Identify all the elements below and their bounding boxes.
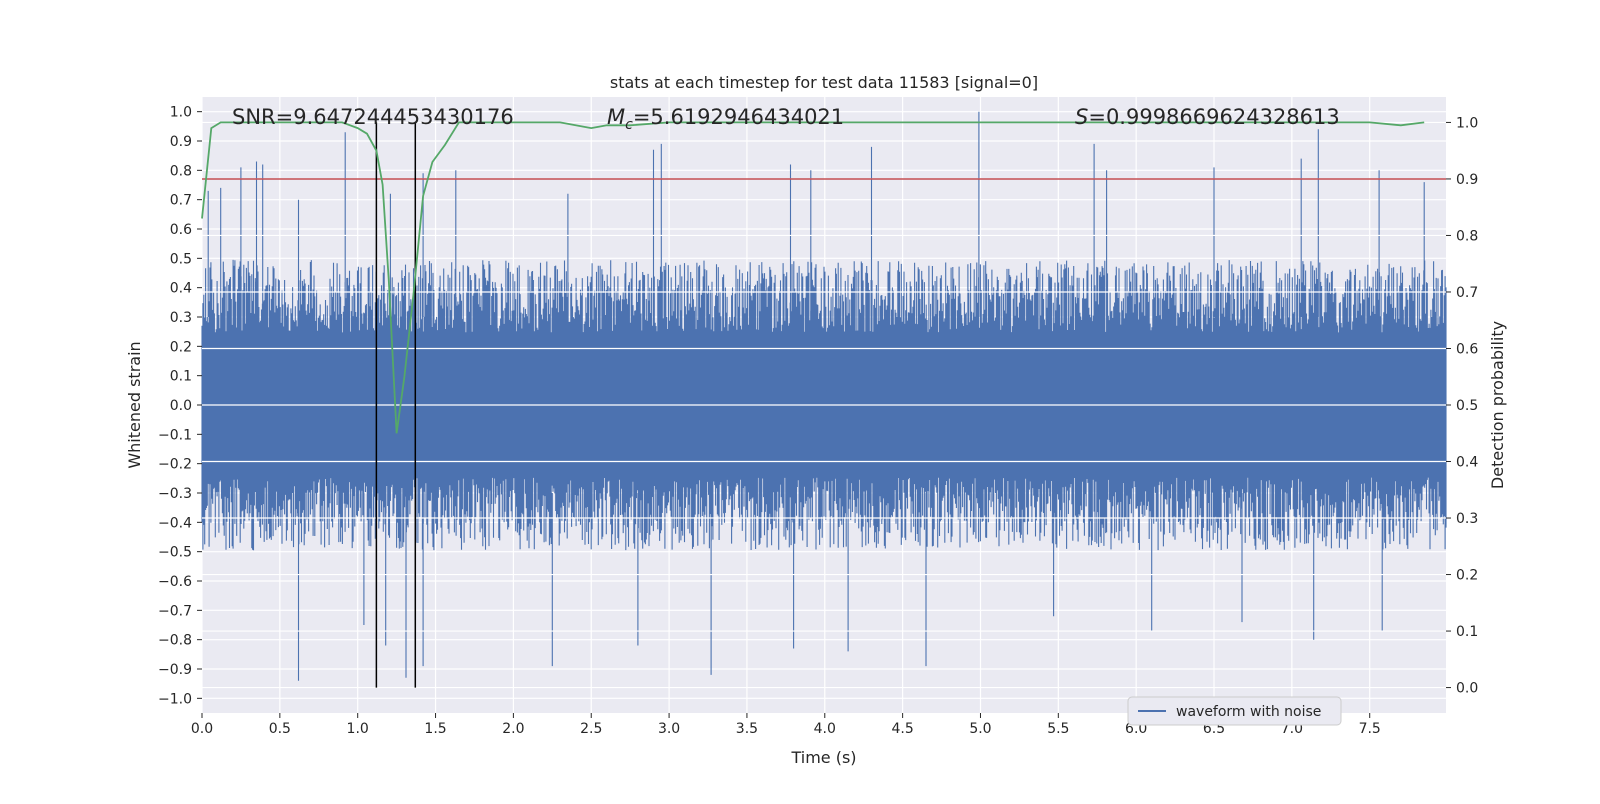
y2-tick-label: 0.9: [1456, 172, 1478, 188]
y-tick-label: 0.0: [170, 398, 192, 414]
x-tick-label: 1.0: [347, 721, 369, 737]
x-tick-label: 3.5: [736, 721, 758, 737]
x-tick-label: 2.0: [502, 721, 524, 737]
chirp-mass-value: =5.6192946434021: [633, 105, 844, 129]
x-tick-label: 7.5: [1359, 721, 1381, 737]
y2-tick-label: 0.0: [1456, 681, 1478, 697]
x-tick-label: 0.5: [269, 721, 291, 737]
chart-title: stats at each timestep for test data 115…: [610, 73, 1038, 92]
y-tick-label: −0.6: [158, 574, 192, 590]
y2-tick-label: 0.6: [1456, 341, 1478, 357]
y2-tick-label: 0.8: [1456, 228, 1478, 244]
x-tick-label: 2.5: [580, 721, 602, 737]
y-tick-label: 0.4: [170, 281, 192, 297]
overlay-lines: [201, 121, 1446, 688]
y2-tick-label: 0.3: [1456, 511, 1478, 527]
y-tick-label: 1.0: [170, 105, 192, 121]
y2-tick-label: 1.0: [1456, 115, 1478, 131]
x-tick-label: 5.5: [1047, 721, 1069, 737]
legend-label: waveform with noise: [1176, 704, 1321, 720]
y2-tick-label: 0.5: [1456, 398, 1478, 414]
s-symbol: S: [1075, 105, 1088, 129]
y-tick-label: 0.6: [170, 222, 192, 238]
y-tick-label: −0.1: [158, 427, 192, 443]
chirp-mass-annotation: Mc=5.6192946434021: [607, 105, 844, 133]
legend-box: [1127, 696, 1342, 726]
x-tick-label: 4.0: [814, 721, 836, 737]
chirp-mass-subscript: c: [625, 117, 633, 133]
y-tick-label: −0.4: [158, 515, 192, 531]
y-tick-label: 0.3: [170, 310, 192, 326]
y-tick-label: 0.8: [170, 163, 192, 179]
y2-tick-label: 0.1: [1456, 624, 1478, 640]
y-tick-label: −0.5: [158, 545, 192, 561]
axis-ticks: 0.0 0.5 1.0 1.5 2.0 2.5 3.0 3.5 4.0 4.5 5.0 5.5 6.0 6…: [158, 105, 1478, 737]
y-tick-label: 0.2: [170, 339, 192, 355]
probability-line: [201, 121, 1425, 434]
y-tick-label: −0.8: [158, 633, 192, 649]
y2-tick-label: 0.7: [1456, 285, 1478, 301]
y-tick-label: 0.1: [170, 369, 192, 385]
y2-tick-label: 0.4: [1456, 455, 1478, 471]
x-tick-label: 4.5: [891, 721, 913, 737]
x-tick-label: 0.0: [191, 721, 213, 737]
snr-annotation: SNR=9.647244453430176: [232, 105, 514, 129]
s-value: =0.9998669624328613: [1088, 105, 1339, 129]
y-tick-label: −1.0: [158, 691, 192, 707]
chirp-mass-symbol: M: [607, 105, 625, 129]
x-axis-label: Time (s): [790, 748, 856, 767]
y2-tick-label: 0.2: [1456, 568, 1478, 584]
y2-axis-label: Detection probability: [1488, 321, 1507, 489]
y-tick-label: 0.9: [170, 134, 192, 150]
y-axis-label: Whitened strain: [125, 341, 144, 468]
s-annotation: S=0.9998669624328613: [1075, 105, 1340, 129]
y-tick-label: −0.2: [158, 457, 192, 473]
y-tick-label: 0.7: [170, 193, 192, 209]
x-tick-label: 5.0: [969, 721, 991, 737]
x-tick-label: 1.5: [424, 721, 446, 737]
y-tick-label: 0.5: [170, 251, 192, 267]
y-tick-label: −0.9: [158, 662, 192, 678]
legend: waveform with noise: [1127, 696, 1342, 726]
y-tick-label: −0.7: [158, 603, 192, 619]
x-tick-label: 3.0: [658, 721, 680, 737]
y-tick-label: −0.3: [158, 486, 192, 502]
